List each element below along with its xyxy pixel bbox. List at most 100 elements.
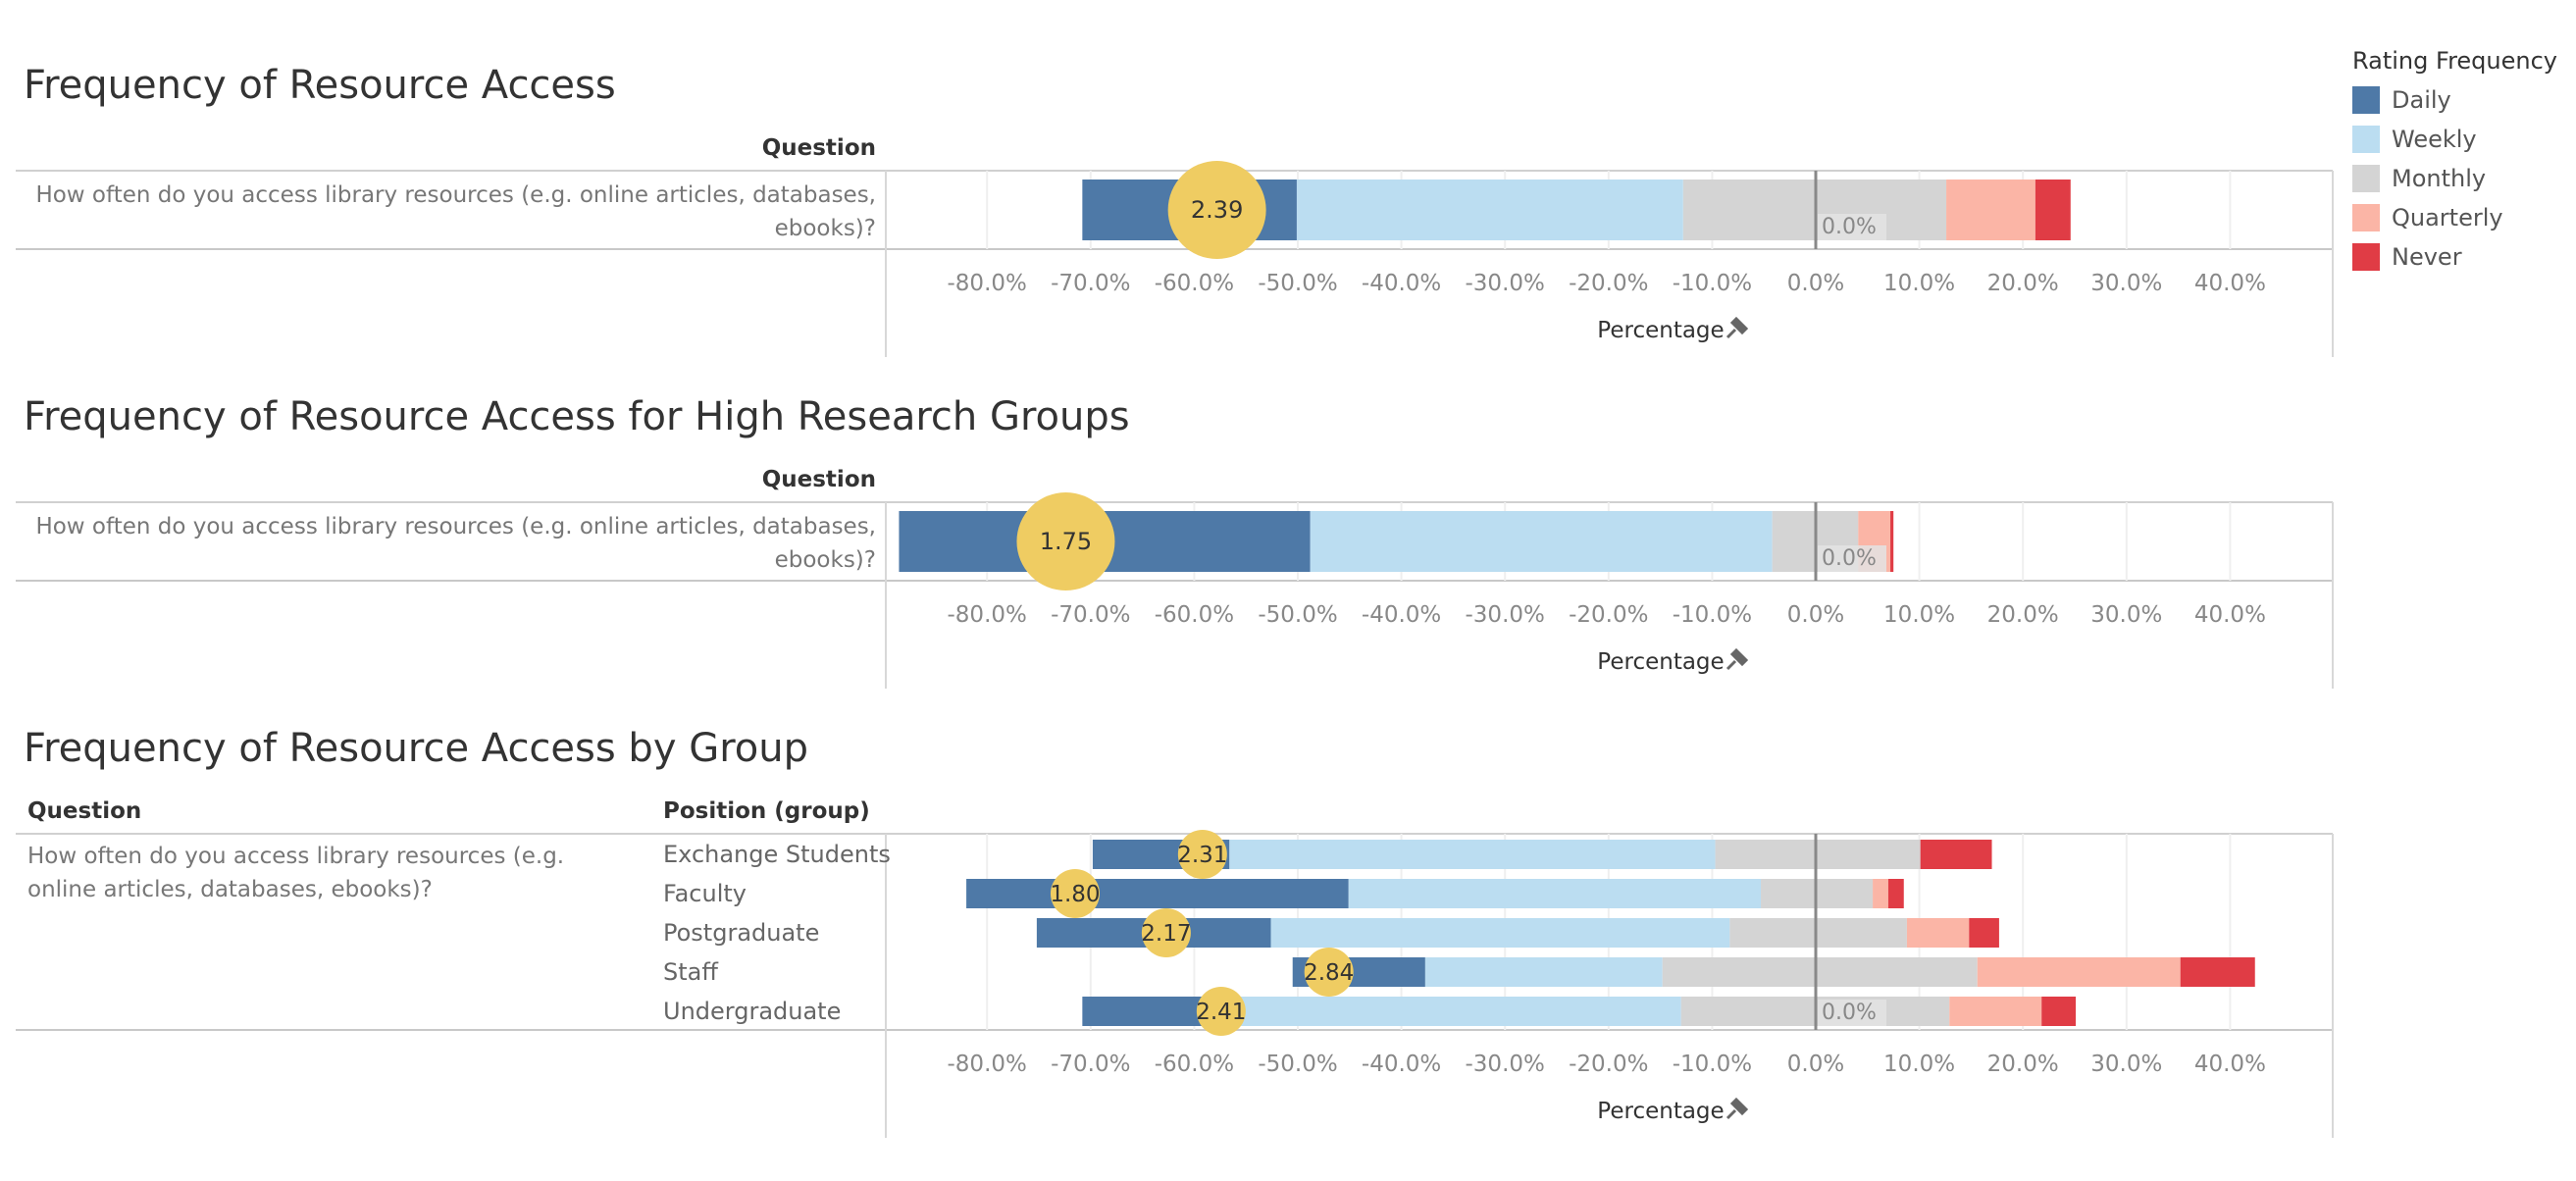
- average-label: 2.39: [1191, 196, 1243, 224]
- x-tick-label: -10.0%: [1673, 602, 1752, 628]
- x-tick-label: 30.0%: [2090, 271, 2162, 296]
- zero-label-bg: [1818, 1000, 1886, 1026]
- x-tick-label: 40.0%: [2194, 602, 2266, 628]
- average-marker[interactable]: [1050, 869, 1100, 918]
- x-tick-label: 20.0%: [1987, 602, 2059, 628]
- group-label: Undergraduate: [663, 998, 841, 1025]
- bar-segment-daily[interactable]: [966, 879, 1349, 908]
- question-label: How often do you access library resource…: [27, 844, 564, 869]
- legend-swatch: [2352, 126, 2380, 153]
- pin-icon-shape: [1726, 1097, 1749, 1120]
- legend-item-monthly[interactable]: Monthly: [2352, 159, 2557, 198]
- question-label-line-1: How often do you access library resource…: [35, 514, 876, 539]
- bar-segment-never[interactable]: [2041, 997, 2077, 1026]
- bar-segment-monthly[interactable]: [1729, 918, 1907, 948]
- average-marker[interactable]: [1141, 908, 1191, 957]
- legend-item-quarterly[interactable]: Quarterly: [2352, 198, 2557, 237]
- bar-segment-weekly[interactable]: [1348, 879, 1762, 908]
- x-tick-label: 0.0%: [1787, 602, 1844, 628]
- column-header-question: Question: [762, 467, 876, 492]
- bar-segment-quarterly[interactable]: [1906, 918, 1970, 948]
- x-tick-label: -30.0%: [1466, 1052, 1545, 1077]
- x-tick-label: -80.0%: [948, 1052, 1027, 1077]
- legend-item-never[interactable]: Never: [2352, 237, 2557, 277]
- x-tick-label: -50.0%: [1258, 1052, 1337, 1077]
- bar-segment-quarterly[interactable]: [1946, 180, 2035, 240]
- bar-segment-quarterly[interactable]: [1949, 997, 2042, 1026]
- x-tick-label: -50.0%: [1258, 271, 1337, 296]
- x-tick-label: -80.0%: [948, 602, 1027, 628]
- column-header-position-group: Position (group): [663, 798, 870, 824]
- x-tick-label: 40.0%: [2194, 1052, 2266, 1077]
- legend-item-weekly[interactable]: Weekly: [2352, 120, 2557, 159]
- legend-swatch: [2352, 165, 2380, 192]
- question-label-line-2: ebooks)?: [775, 216, 876, 241]
- zero-label: 0.0%: [1822, 1001, 1877, 1025]
- bar-segment-never[interactable]: [2035, 180, 2071, 240]
- group-label: Faculty: [663, 880, 747, 907]
- question-label-line-2: ebooks)?: [775, 547, 876, 573]
- x-tick-label: -10.0%: [1673, 271, 1752, 296]
- legend-swatch: [2352, 86, 2380, 114]
- average-label: 2.84: [1304, 960, 1354, 986]
- legend-label: Quarterly: [2392, 204, 2503, 231]
- x-tick-label: -40.0%: [1362, 271, 1441, 296]
- bar-segment-never[interactable]: [1920, 840, 1992, 869]
- bar-segment-monthly[interactable]: [1715, 840, 1921, 869]
- legend-label: Monthly: [2392, 165, 2487, 192]
- bar-segment-weekly[interactable]: [1270, 918, 1730, 948]
- x-tick-label: 30.0%: [2090, 602, 2162, 628]
- average-marker[interactable]: [1304, 948, 1354, 997]
- x-tick-label: 0.0%: [1787, 271, 1844, 296]
- bar-segment-never[interactable]: [1969, 918, 1999, 948]
- bar-segment-never[interactable]: [1887, 879, 1904, 908]
- bar-segment-daily[interactable]: [1082, 997, 1204, 1026]
- pin-icon[interactable]: [1726, 316, 1749, 339]
- average-marker[interactable]: [1016, 492, 1115, 590]
- question-label-line-1: How often do you access library resource…: [35, 182, 876, 208]
- x-tick-label: -20.0%: [1569, 1052, 1648, 1077]
- x-tick-label: -80.0%: [948, 271, 1027, 296]
- bar-segment-quarterly[interactable]: [1977, 957, 2181, 987]
- panel-title: Frequency of Resource Access: [24, 63, 616, 108]
- bar-segment-weekly[interactable]: [1296, 180, 1683, 240]
- x-tick-label: 40.0%: [2194, 271, 2266, 296]
- legend-label: Never: [2392, 243, 2462, 271]
- x-axis-title: Percentage: [1597, 649, 1724, 675]
- average-label: 2.17: [1141, 921, 1191, 947]
- x-tick-label: 20.0%: [1987, 271, 2059, 296]
- x-tick-label: 30.0%: [2090, 1052, 2162, 1077]
- zero-label-bg: [1818, 545, 1886, 572]
- bar-segment-weekly[interactable]: [1229, 840, 1716, 869]
- x-tick-label: -30.0%: [1466, 602, 1545, 628]
- x-tick-label: 10.0%: [1883, 602, 1955, 628]
- x-tick-label: -20.0%: [1569, 271, 1648, 296]
- bar-segment-quarterly[interactable]: [1873, 879, 1888, 908]
- average-marker[interactable]: [1196, 987, 1246, 1036]
- bar-segment-never[interactable]: [2180, 957, 2255, 987]
- pin-icon-shape: [1726, 316, 1749, 339]
- group-label: Postgraduate: [663, 919, 819, 947]
- pin-icon[interactable]: [1726, 1097, 1749, 1120]
- average-label: 1.75: [1040, 528, 1092, 555]
- bar-segment-monthly[interactable]: [1662, 957, 1978, 987]
- pin-icon[interactable]: [1726, 647, 1749, 671]
- bar-segment-weekly[interactable]: [1203, 997, 1681, 1026]
- legend-item-daily[interactable]: Daily: [2352, 80, 2557, 120]
- question-label: online articles, databases, ebooks)?: [27, 877, 433, 902]
- bar-segment-weekly[interactable]: [1310, 511, 1773, 572]
- zero-label-bg: [1818, 214, 1886, 240]
- legend-label: Daily: [2392, 86, 2451, 114]
- x-tick-label: -60.0%: [1155, 271, 1234, 296]
- x-tick-label: -50.0%: [1258, 602, 1337, 628]
- x-tick-label: 10.0%: [1883, 271, 1955, 296]
- average-marker[interactable]: [1177, 830, 1227, 879]
- panel-title: Frequency of Resource Access for High Re…: [24, 394, 1130, 439]
- legend-swatch: [2352, 204, 2380, 231]
- average-marker[interactable]: [1167, 161, 1266, 259]
- bar-segment-weekly[interactable]: [1424, 957, 1663, 987]
- bar-segment-never[interactable]: [1890, 511, 1894, 572]
- pin-icon-shape: [1726, 647, 1749, 671]
- average-label: 2.31: [1177, 843, 1227, 868]
